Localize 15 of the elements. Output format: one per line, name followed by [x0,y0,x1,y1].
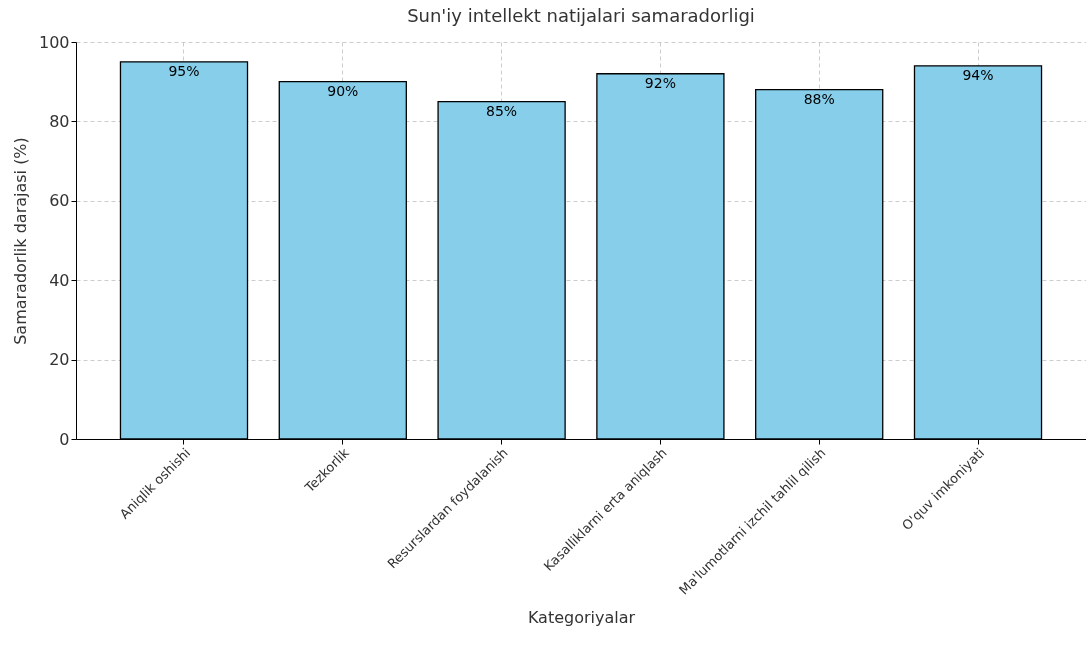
x-axis-title: Kategoriyalar [527,607,636,627]
chart-title: Sun'iy intellekt natijalari samaradorligi [407,5,755,26]
y-tick-label: 100 [38,32,70,52]
y-tick-label: 20 [49,350,70,370]
data-label: 92% [644,74,676,91]
y-axis-title: Samaradorlik darajasi (%) [10,137,30,345]
y-tick-label: 60 [49,191,70,211]
data-label: 85% [486,102,518,119]
y-tick-label: 0 [59,429,70,449]
data-label: 94% [962,66,994,83]
y-tick-label: 80 [49,111,70,131]
data-label: 88% [803,90,835,107]
data-label: 90% [327,82,359,99]
data-label: 95% [168,62,200,79]
y-tick-label: 40 [49,270,70,290]
